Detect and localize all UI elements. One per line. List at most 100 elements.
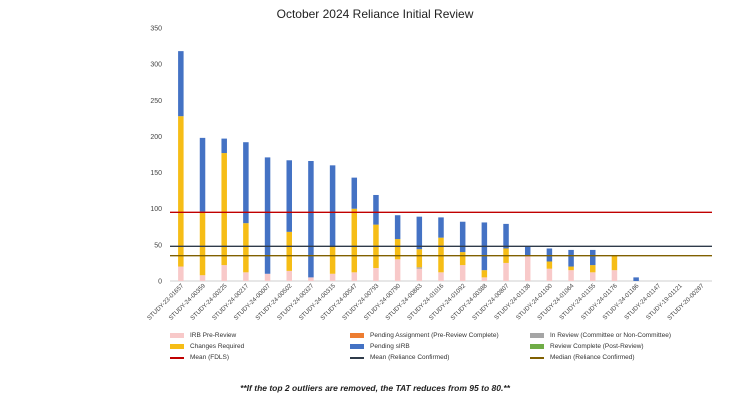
- bar-segment-changes-required: [546, 261, 553, 269]
- bar-segment-pending-sirb: [351, 177, 358, 209]
- bar-segment-irb-pre-review: [178, 266, 184, 281]
- bar-segment-pending-sirb: [286, 160, 292, 232]
- y-tick-label: 150: [150, 170, 162, 177]
- legend-label: Pending Assignment (Pre-Review Complete): [370, 332, 499, 339]
- bar-segment-irb-pre-review: [243, 272, 249, 281]
- bar-segment-pending-sirb: [221, 138, 227, 154]
- bar-segment-changes-required: [351, 208, 358, 273]
- legend-swatch: [170, 356, 184, 359]
- bar-segment-changes-required: [590, 265, 596, 273]
- y-tick-label: 100: [150, 206, 162, 213]
- legend-swatch: [170, 344, 184, 349]
- bar-segment-irb-pre-review: [459, 265, 466, 281]
- bar-segment-pending-sirb: [329, 165, 336, 248]
- bar-segment-changes-required: [199, 211, 206, 276]
- bar-segment-irb-pre-review: [568, 270, 574, 281]
- legend-item: In Review (Committee or Non-Committee): [530, 332, 710, 339]
- bar-segment-irb-pre-review: [394, 259, 401, 281]
- bar-segment-changes-required: [221, 153, 227, 266]
- legend-item: Mean (FDLS): [170, 354, 350, 361]
- legend-label: Review Complete (Post-Review): [550, 343, 644, 350]
- bar-segment-changes-required: [611, 255, 618, 271]
- legend-item: Pending Assignment (Pre-Review Complete): [350, 332, 530, 339]
- bar-segment-changes-required: [286, 231, 292, 271]
- bar-segment-irb-pre-review: [546, 268, 553, 281]
- bar-segment-pending-sirb: [524, 247, 531, 256]
- bar-segment-changes-required: [459, 252, 466, 266]
- bar-segment-pending-sirb: [568, 249, 574, 267]
- chart-footnote: **If the top 2 outliers are removed, the…: [240, 383, 510, 393]
- bar-segment-irb-pre-review: [329, 273, 336, 281]
- bar-segment-irb-pre-review: [373, 267, 379, 281]
- legend-item: Pending sIRB: [350, 343, 530, 350]
- bar-segment-pending-sirb: [308, 161, 314, 278]
- bar-segment-changes-required: [243, 223, 249, 273]
- bar-segment-pending-sirb: [394, 215, 401, 240]
- bar-segment-irb-pre-review: [481, 277, 488, 281]
- bar-segment-irb-pre-review: [221, 265, 227, 281]
- y-tick-label: 300: [150, 62, 162, 69]
- legend-swatch: [170, 333, 184, 338]
- bar-segment-irb-pre-review: [308, 277, 314, 281]
- bar-segment-changes-required: [568, 266, 574, 271]
- bar-segment-changes-required: [438, 237, 444, 273]
- legend-row: IRB Pre-Review Pending Assignment (Pre-Re…: [170, 330, 710, 341]
- legend-item: Changes Required: [170, 343, 350, 350]
- chart-title: October 2024 Reliance Initial Review: [276, 7, 474, 21]
- bar-segment-pending-sirb: [503, 223, 509, 249]
- bar-segment-pending-sirb: [243, 142, 249, 224]
- bar-segment-pending-sirb: [438, 217, 444, 238]
- legend-item: Median (Reliance Confirmed): [530, 354, 710, 361]
- legend-swatch: [350, 344, 364, 349]
- bar-segment-pending-sirb: [459, 221, 466, 253]
- legend-label: Pending sIRB: [370, 343, 410, 350]
- y-tick-label: 350: [150, 26, 162, 33]
- legend-label: Mean (Reliance Confirmed): [370, 354, 450, 361]
- bar-segment-irb-pre-review: [503, 262, 509, 281]
- bar-segment-irb-pre-review: [264, 273, 271, 281]
- chart-legend: IRB Pre-Review Pending Assignment (Pre-Re…: [170, 330, 710, 363]
- legend-row: Changes Required Pending sIRB Review Compl…: [170, 341, 710, 352]
- bar-segment-changes-required: [394, 239, 401, 260]
- bar-segment-changes-required: [481, 270, 488, 278]
- bar-segment-pending-sirb: [373, 194, 379, 225]
- bar-segment-in-review-committee-or-non-committee: [416, 267, 423, 269]
- bar-segment-pending-sirb: [633, 277, 639, 281]
- bar-segment-irb-pre-review: [611, 270, 618, 281]
- bar-segment-irb-pre-review: [590, 272, 596, 281]
- legend-row: Mean (FDLS) Mean (Reliance Confirmed) Medi…: [170, 352, 710, 363]
- y-tick-label: 200: [150, 134, 162, 141]
- legend-label: Mean (FDLS): [190, 354, 230, 361]
- bar-segment-pending-sirb: [546, 248, 553, 262]
- legend-label: Changes Required: [190, 343, 245, 350]
- legend-swatch: [350, 356, 364, 359]
- bar-segment-irb-pre-review: [438, 272, 444, 281]
- bar-segment-pending-sirb: [264, 157, 271, 274]
- legend-item: Mean (Reliance Confirmed): [350, 354, 530, 361]
- legend-item: IRB Pre-Review: [170, 332, 350, 339]
- bar-segment-irb-pre-review: [199, 275, 206, 281]
- legend-swatch: [530, 344, 544, 349]
- bar-segment-pending-sirb: [178, 51, 184, 117]
- bar-segment-changes-required: [178, 116, 184, 267]
- legend-label: IRB Pre-Review: [190, 332, 237, 339]
- legend-label: Median (Reliance Confirmed): [550, 354, 635, 361]
- y-tick-label: 50: [154, 242, 162, 249]
- y-tick-label: 0: [158, 279, 162, 286]
- bar-segment-irb-pre-review: [524, 255, 531, 281]
- legend-item: Review Complete (Post-Review): [530, 343, 710, 350]
- bar-segment-changes-required: [329, 247, 336, 274]
- legend-label: In Review (Committee or Non-Committee): [550, 332, 672, 339]
- bar-segment-pending-sirb: [199, 137, 206, 212]
- y-tick-label: 250: [150, 98, 162, 105]
- bar-segment-changes-required: [416, 249, 423, 268]
- bar-segment-pending-sirb: [590, 249, 596, 266]
- x-tick-label: STUDY-23-01657: [146, 282, 186, 322]
- bar-segment-pending-sirb: [416, 216, 423, 250]
- legend-swatch: [530, 333, 544, 338]
- bar-segment-irb-pre-review: [286, 270, 292, 281]
- bar-segment-irb-pre-review: [416, 268, 423, 281]
- legend-swatch: [530, 356, 544, 359]
- bar-segment-irb-pre-review: [351, 272, 358, 281]
- legend-swatch: [350, 333, 364, 338]
